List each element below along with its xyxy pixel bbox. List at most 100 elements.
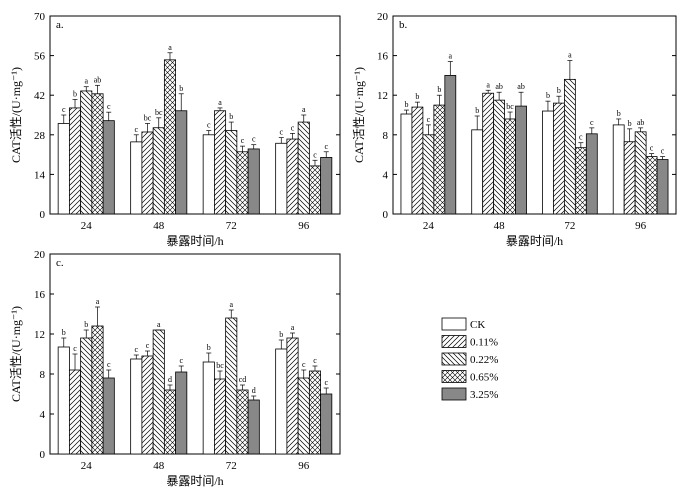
- significance-letter: c: [107, 102, 111, 111]
- significance-letter: c: [650, 144, 654, 153]
- bar: [563, 78, 576, 215]
- bar: [444, 75, 457, 215]
- bar: [213, 110, 227, 215]
- significance-letter: c: [579, 133, 583, 142]
- significance-letter: b: [404, 100, 408, 109]
- legend: CK 0.11% 0.22% 0.65% 3.25%: [441, 317, 498, 401]
- bar: [493, 99, 506, 215]
- bar: [297, 377, 310, 455]
- bar: [141, 355, 154, 455]
- y-tick-label: 12: [34, 329, 45, 341]
- panel-label: c.: [56, 257, 64, 269]
- y-tick-label: 0: [383, 209, 389, 221]
- significance-letter: c: [179, 356, 183, 365]
- bar: [130, 141, 143, 215]
- bar: [57, 346, 70, 455]
- bar: [175, 110, 188, 215]
- bar: [57, 123, 70, 215]
- bar: [585, 133, 598, 215]
- bar: [553, 102, 565, 215]
- significance-letter: c: [252, 135, 256, 144]
- x-tick-label: 48: [153, 460, 165, 472]
- significance-letter: c: [279, 128, 283, 137]
- bar: [68, 107, 82, 215]
- x-tick-label: 72: [564, 220, 575, 232]
- bar: [645, 156, 658, 215]
- panel-label: b.: [399, 19, 408, 31]
- significance-letter: ab: [637, 118, 645, 127]
- bar: [542, 110, 554, 215]
- bar: [247, 399, 260, 455]
- bar: [247, 148, 260, 215]
- bar: [504, 118, 516, 215]
- y-tick-label: 4: [40, 409, 46, 421]
- significance-letter: b: [73, 89, 77, 98]
- y-tick-label: 42: [34, 90, 45, 102]
- y-tick-label: 0: [40, 209, 46, 221]
- significance-letter: c: [324, 142, 328, 151]
- y-tick-label: 14: [34, 169, 46, 181]
- y-tick-label: 16: [34, 289, 46, 301]
- x-tick-label: 48: [153, 220, 165, 232]
- significance-letter: b: [628, 119, 632, 128]
- x-tick-label: 24: [423, 220, 435, 232]
- bar: [91, 325, 104, 455]
- legend-swatch: [441, 335, 467, 348]
- significance-letter: c: [302, 360, 306, 369]
- legend-label: 0.22%: [470, 354, 498, 366]
- significance-letter: ab: [94, 75, 102, 84]
- significance-letter: bc: [155, 108, 163, 117]
- significance-letter: cd: [239, 375, 247, 384]
- bar: [433, 104, 446, 215]
- legend-swatch: [441, 387, 467, 401]
- bar: [102, 120, 115, 215]
- significance-letter: b: [415, 92, 419, 101]
- significance-letter: ab: [517, 82, 525, 91]
- y-tick-label: 4: [383, 169, 389, 181]
- plot-frame: [49, 253, 341, 455]
- bar: [68, 369, 82, 455]
- bar: [175, 371, 188, 455]
- significance-letter: c: [134, 125, 138, 134]
- significance-letter: bc: [144, 113, 152, 122]
- significance-letter: b: [557, 86, 561, 95]
- significance-letter: a: [229, 300, 233, 309]
- bar: [202, 134, 215, 215]
- significance-letter: b: [617, 109, 621, 118]
- bar: [225, 317, 238, 455]
- bar: [163, 389, 177, 455]
- bar: [411, 106, 424, 215]
- y-tick-label: 12: [377, 90, 388, 102]
- bar: [102, 377, 115, 455]
- y-tick-label: 28: [34, 130, 46, 142]
- significance-letter: c: [62, 105, 66, 114]
- x-tick-label: 48: [494, 220, 506, 232]
- significance-letter: bc: [506, 102, 514, 111]
- bar: [236, 389, 249, 455]
- significance-letter: c: [324, 378, 328, 387]
- x-tick-label: 72: [226, 220, 237, 232]
- significance-letter: a: [568, 51, 572, 60]
- bar: [308, 370, 322, 455]
- x-tick-label: 96: [298, 220, 310, 232]
- significance-letter: c: [146, 341, 150, 350]
- bar: [80, 90, 93, 215]
- x-axis-title: 暴露时间/h: [166, 474, 223, 488]
- significance-letter: c: [73, 344, 77, 353]
- significance-letter: b: [279, 330, 283, 339]
- bar: [213, 378, 227, 455]
- bar: [471, 129, 484, 215]
- y-tick-label: 20: [377, 11, 389, 23]
- significance-letter: c: [207, 121, 211, 130]
- y-tick-label: 0: [40, 449, 46, 461]
- bar: [202, 361, 215, 455]
- significance-letter: a: [84, 77, 88, 86]
- significance-letter: c: [427, 115, 431, 124]
- significance-letter: a: [157, 320, 161, 329]
- plot-frame: [392, 15, 677, 215]
- y-axis-title: CAT活性/(U·mg⁻¹): [352, 67, 366, 163]
